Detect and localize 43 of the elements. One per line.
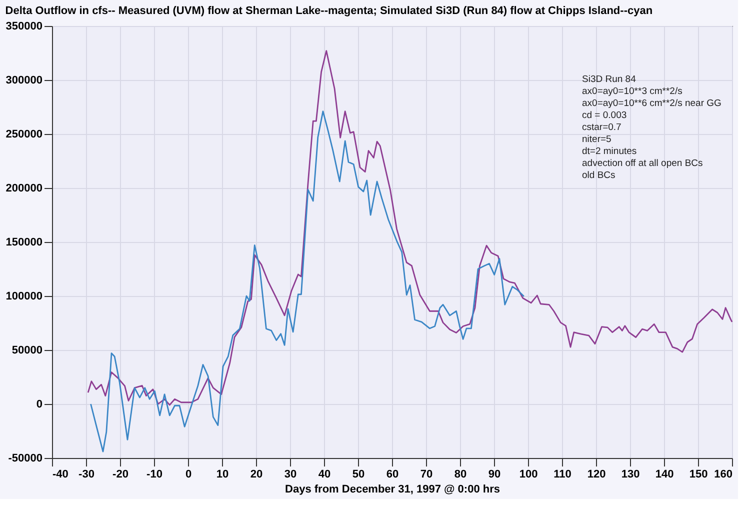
y-tick-label: 150000 — [6, 236, 42, 248]
x-axis-title: Days from December 31, 1997 @ 0:00 hrs — [285, 484, 500, 496]
x-tick-label: 0 — [185, 468, 192, 480]
x-tick-label: -20 — [112, 468, 128, 480]
annotation: ax0=ay0=10**3 cm**2/s — [582, 86, 683, 97]
x-tick-label: 80 — [454, 468, 467, 480]
annotation: ax0=ay0=10**6 cm**2/s near GG — [582, 98, 722, 109]
x-tick-label: 60 — [386, 468, 399, 480]
x-tick-label: -10 — [146, 468, 162, 480]
annotation: cd = 0.003 — [582, 110, 627, 121]
annotation: advection off at all open BCs — [582, 158, 704, 169]
y-tick-label: 200000 — [6, 182, 42, 194]
x-tick-label: 50 — [352, 468, 365, 480]
x-tick-label: 140 — [655, 468, 674, 480]
y-tick-label: 50000 — [12, 344, 42, 356]
x-tick-label: 90 — [488, 468, 501, 480]
chart-title: Delta Outflow in cfs-- Measured (UVM) flow at Sherman Lake--magenta; Simulated Si3D (Run 84) flow at Chipps Island--cyan — [5, 5, 653, 17]
annotation: cstar=0.7 — [582, 122, 622, 133]
line-series — [90, 110, 525, 452]
y-tick-label: 0 — [36, 398, 42, 410]
x-tick-label: 130 — [621, 468, 640, 480]
x-tick-label: -40 — [52, 468, 68, 480]
annotation: old BCs — [582, 170, 616, 181]
x-tick-label: 150 — [689, 468, 708, 480]
x-tick-label: 110 — [554, 468, 572, 480]
x-tick-label: 40 — [318, 468, 331, 480]
y-tick-label: 100000 — [6, 290, 42, 302]
y-tick-label: 300000 — [6, 74, 42, 86]
x-tick-label: 160 — [714, 468, 732, 480]
x-tick-label: 10 — [216, 468, 229, 480]
y-tick-label: 350000 — [6, 20, 42, 32]
y-tick-label: -50000 — [8, 452, 42, 464]
y-tick-label: 250000 — [6, 128, 42, 140]
x-tick-label: 20 — [250, 468, 263, 480]
line-series — [87, 50, 733, 406]
x-tick-label: 120 — [587, 468, 606, 480]
annotation: dt=2 minutes — [582, 146, 637, 157]
annotation: Si3D Run 84 — [582, 74, 636, 85]
annotation: niter=5 — [582, 134, 612, 145]
x-tick-label: 100 — [519, 468, 538, 480]
x-tick-label: -30 — [78, 468, 94, 480]
x-tick-label: 70 — [420, 468, 433, 480]
x-tick-label: 30 — [284, 468, 297, 480]
